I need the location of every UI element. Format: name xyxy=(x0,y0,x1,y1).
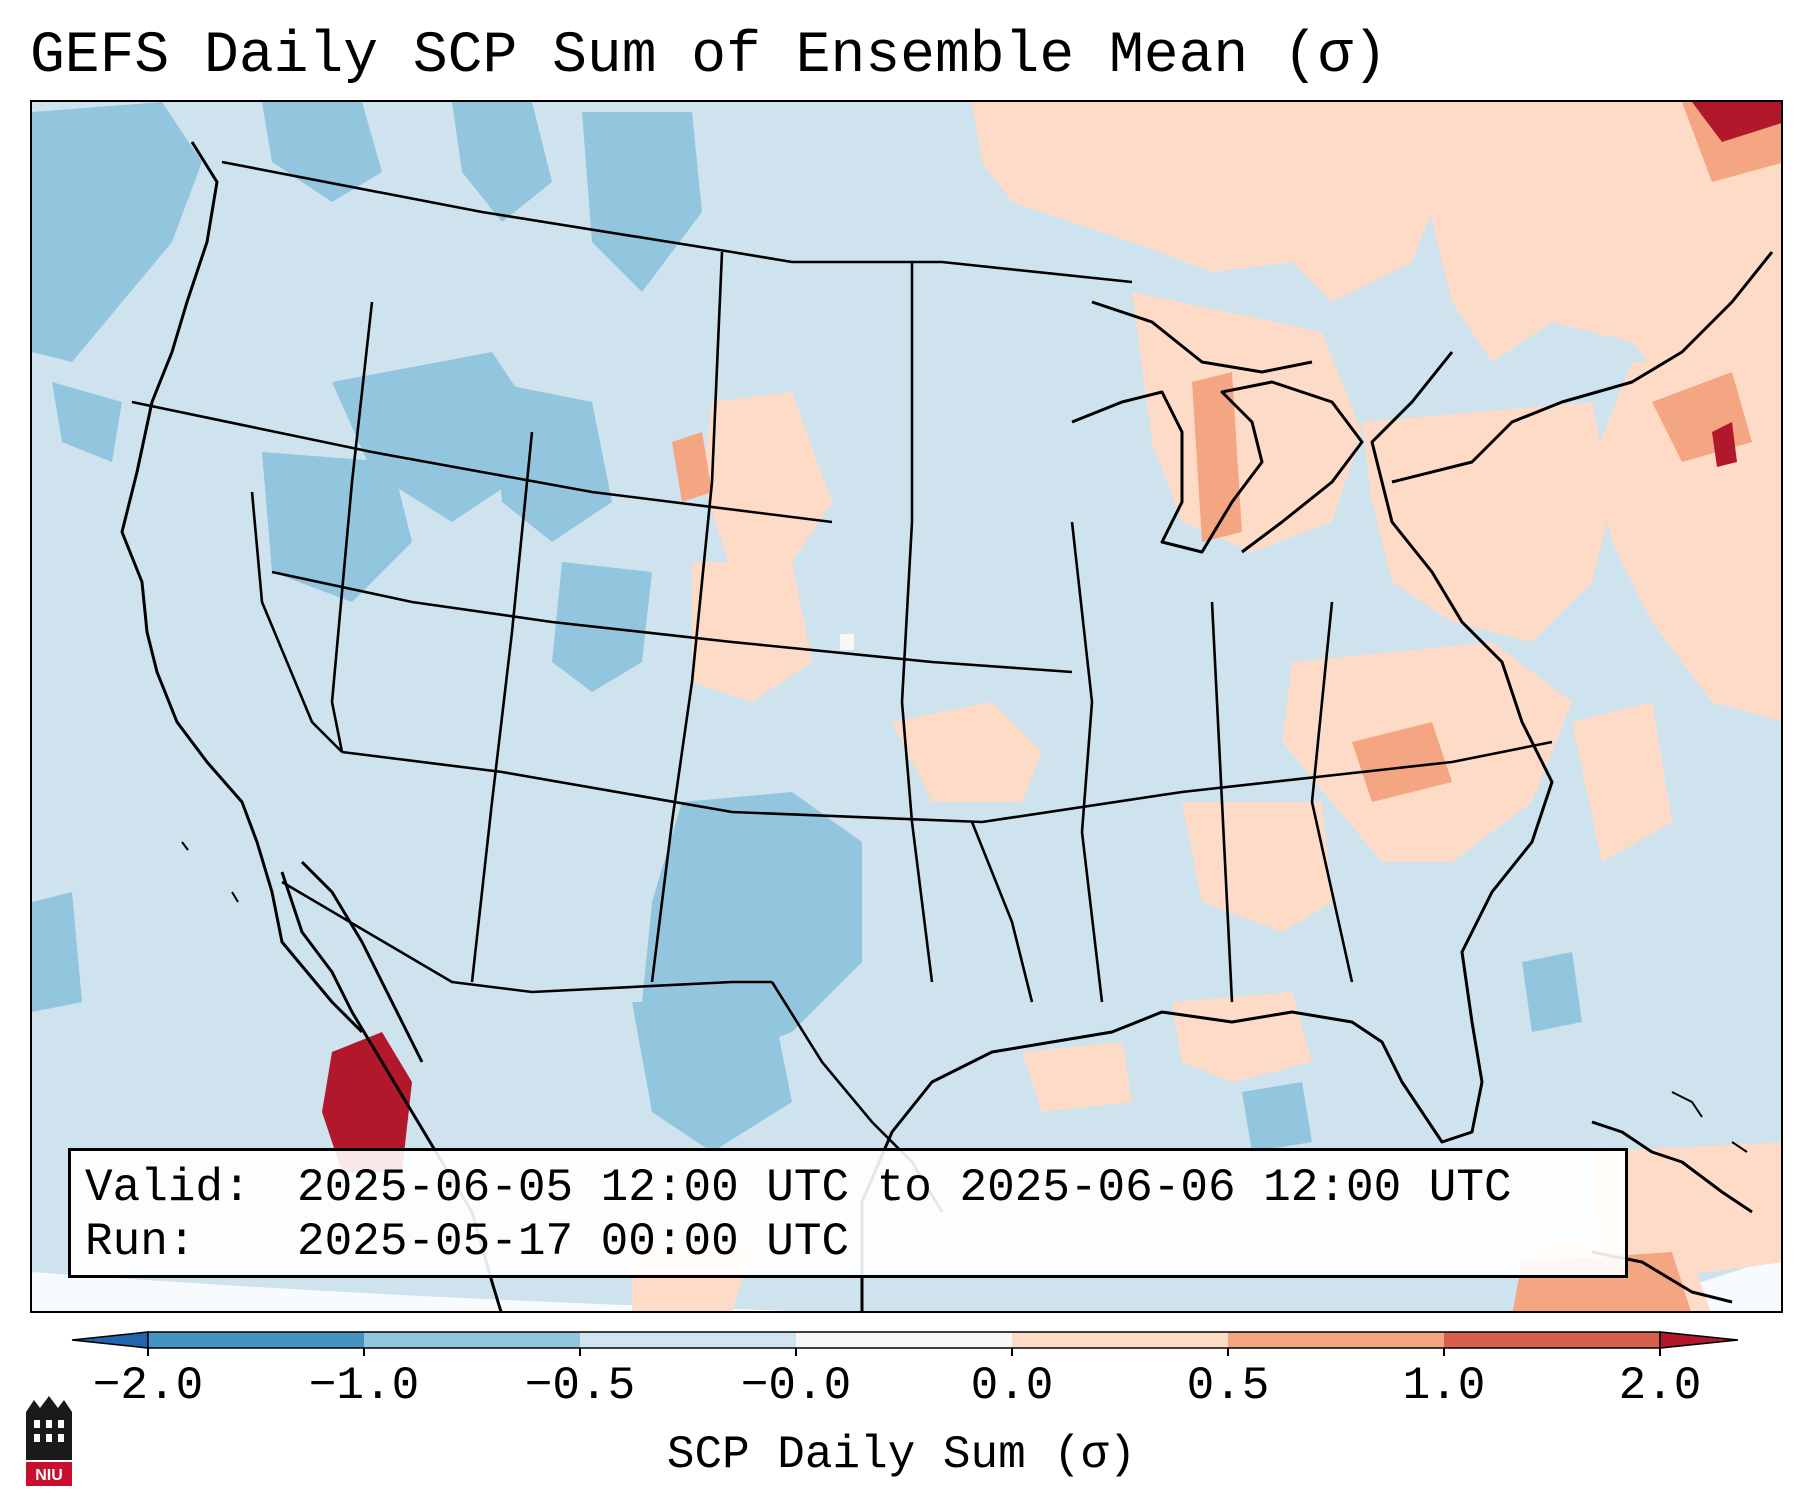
british-columbia-region xyxy=(262,102,382,202)
colorbar-bin xyxy=(1444,1332,1660,1348)
pacific-coastline xyxy=(120,141,364,1034)
louisiana-line xyxy=(970,821,1034,1003)
atlantic-patch xyxy=(1522,952,1582,1032)
colorbar-tick-label: 0.0 xyxy=(970,1360,1054,1412)
kansas-region xyxy=(692,562,812,702)
colorbar-outline xyxy=(147,1331,1661,1349)
gulf-offshore-patch xyxy=(1022,1042,1132,1112)
map-panel xyxy=(30,100,1783,1313)
colorbar-title: SCP Daily Sum (σ) xyxy=(666,1429,1137,1481)
colorbar-tick-label: 1.0 xyxy=(1402,1360,1486,1412)
georgia-line xyxy=(1310,601,1354,983)
pacific-northwest-offshore-region xyxy=(32,102,202,362)
projection-corner-left xyxy=(32,1272,794,1311)
south-texas-region xyxy=(632,1002,792,1152)
mid-state-line xyxy=(271,570,1073,674)
quebec-region xyxy=(1412,102,1781,432)
strong-positive-regions xyxy=(322,102,1781,1172)
logo-banner xyxy=(26,1462,72,1486)
negative-anomaly-regions xyxy=(32,102,1582,1152)
pacific-patch-south xyxy=(32,892,82,1012)
colorbar-tick-label: −2.0 xyxy=(92,1360,204,1412)
baja-california-cell xyxy=(322,1032,412,1172)
colorbar-bin xyxy=(796,1332,1012,1348)
coastlines xyxy=(120,141,1774,1311)
valid-label: Valid: xyxy=(85,1162,251,1214)
colorbar-tick-label: 2.0 xyxy=(1618,1360,1702,1412)
colorbar-bin xyxy=(580,1332,796,1348)
run-label: Run: xyxy=(85,1216,196,1268)
atlantic-gulf-coastline xyxy=(860,351,1554,1311)
great-lakes-region xyxy=(1132,292,1362,552)
projection-corner-right xyxy=(1562,1253,1781,1311)
northern-state-line xyxy=(131,400,833,524)
carolina-offshore-patch xyxy=(1572,702,1672,862)
idaho-region xyxy=(332,352,532,522)
us-mexico-border-west xyxy=(281,880,772,994)
colorbar-bin xyxy=(148,1332,364,1348)
valid-value: 2025-06-05 12:00 UTC to 2025-06-06 12:00… xyxy=(297,1162,1512,1214)
minnesota-iowa-line xyxy=(900,262,934,983)
chart-title: GEFS Daily SCP Sum of Ensemble Mean (σ) xyxy=(30,24,1388,89)
logo-text: NIU xyxy=(35,1467,63,1484)
colorbar-extend-high xyxy=(1659,1331,1739,1349)
bahamas-island-1 xyxy=(1671,1091,1703,1118)
colorbar-tick-label: 0.5 xyxy=(1186,1360,1270,1412)
us-canada-border xyxy=(221,160,1133,284)
valid-run-info-box: Valid: 2025-06-05 12:00 UTC to 2025-06-06… xyxy=(68,1148,1628,1278)
scp-map xyxy=(32,102,1781,1311)
gulf-patch xyxy=(1242,1082,1312,1152)
run-value: 2025-05-17 00:00 UTC xyxy=(297,1216,850,1268)
maine-strong-cell xyxy=(1712,422,1737,467)
lake-superior-shoreline xyxy=(1091,300,1313,374)
colorbar-tick-label: −1.0 xyxy=(308,1360,420,1412)
offshore-patch-1 xyxy=(52,382,122,462)
idaho-nevada-line xyxy=(330,301,374,753)
near-zero-pixel xyxy=(840,634,854,650)
labrador-strong-cell xyxy=(1692,102,1781,142)
canada-central-region xyxy=(972,102,1452,302)
indiana-line xyxy=(1210,601,1234,1003)
alberta-region xyxy=(452,102,552,222)
wyoming-region xyxy=(492,382,612,542)
utah-colorado-line xyxy=(470,431,534,983)
illinois-line xyxy=(1070,521,1104,1003)
west-texas-region xyxy=(642,792,862,1062)
dakota-line xyxy=(650,251,724,983)
great-lakes-shoreline xyxy=(1071,380,1364,554)
colorbar xyxy=(71,1331,1739,1356)
niu-logo: NIU xyxy=(20,1390,78,1490)
front-range-cell xyxy=(672,432,712,502)
bahamas-island-2 xyxy=(1731,1141,1748,1153)
political-borders xyxy=(131,160,1553,1213)
run-time-row: Run: 2025-05-17 00:00 UTC xyxy=(85,1215,1625,1269)
nevada-california-line xyxy=(250,491,343,753)
northeast-region xyxy=(1362,402,1612,642)
colorbar-tick-label: −0.5 xyxy=(524,1360,636,1412)
island-outlines xyxy=(181,841,1748,1153)
saskatchewan-region xyxy=(582,112,702,292)
alabama-region xyxy=(1182,802,1332,932)
gulf-of-california-coast xyxy=(300,860,424,1063)
lake-michigan-region xyxy=(1192,372,1242,542)
bahamas-coastline xyxy=(1591,1120,1753,1214)
colorbar-extend-low xyxy=(71,1331,149,1349)
virginia-cell xyxy=(1352,722,1452,802)
channel-island-1 xyxy=(181,841,189,851)
colorbar-tick-label: −0.0 xyxy=(740,1360,852,1412)
arkansas-region xyxy=(892,702,1042,802)
northeast-coastline xyxy=(1391,251,1774,484)
nevada-region xyxy=(262,452,412,602)
southern-state-line xyxy=(341,740,1553,824)
colorbar-bin xyxy=(1228,1332,1444,1348)
colorbar-bin xyxy=(1012,1332,1228,1348)
valid-time-row: Valid: 2025-06-05 12:00 UTC to 2025-06-06… xyxy=(85,1161,1625,1215)
colorbar-bin xyxy=(364,1332,580,1348)
nebraska-region xyxy=(702,392,832,572)
channel-island-2 xyxy=(231,891,239,903)
